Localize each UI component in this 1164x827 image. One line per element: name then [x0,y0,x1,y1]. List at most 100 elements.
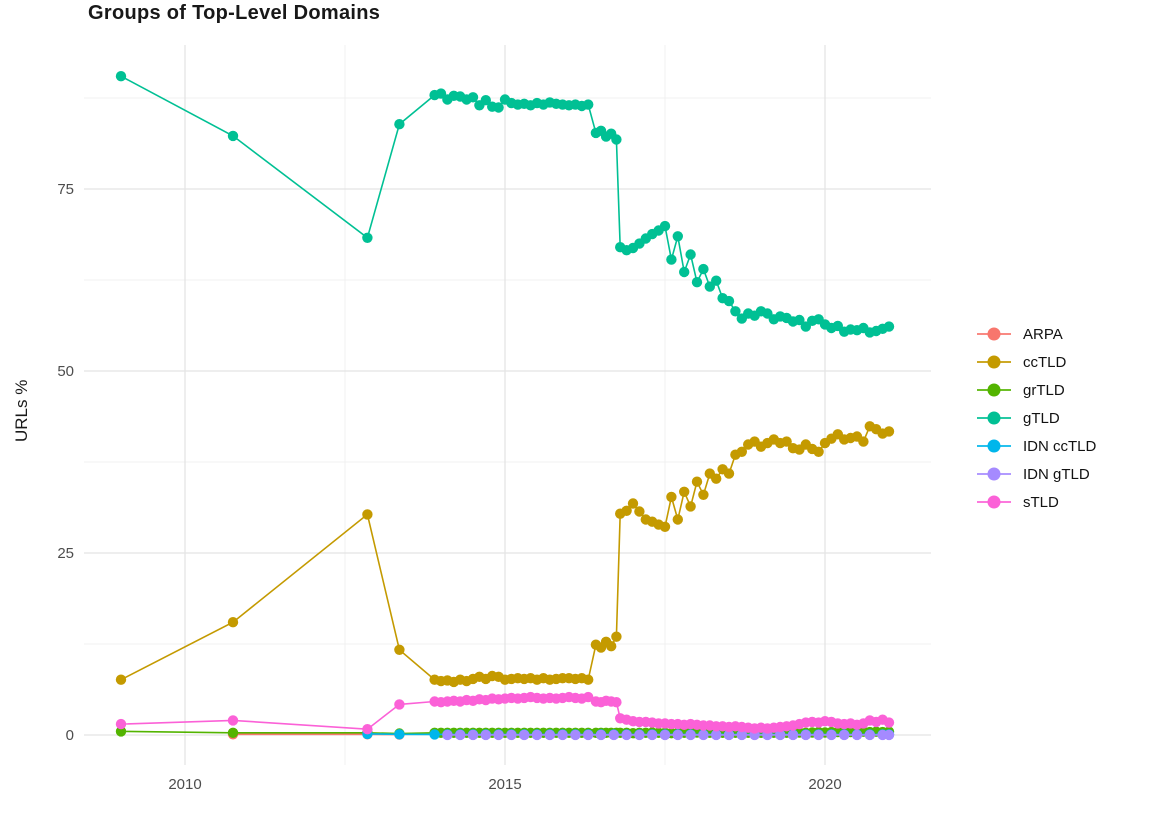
data-point [679,486,690,497]
legend-key [977,411,1011,425]
data-point [493,729,504,741]
chart-title: Groups of Top-Level Domains [88,2,381,24]
data-point [115,674,127,685]
data-point [634,729,645,741]
data-point [611,631,622,642]
legend-item-grtld: grTLD [977,376,1096,404]
legend-key [977,327,1011,341]
data-point [883,321,895,332]
data-point [531,729,543,741]
data-point [394,729,405,740]
data-point [698,729,709,741]
data-point [711,275,722,286]
data-point [794,314,805,326]
y-tick-label: 75 [57,181,74,198]
data-point [698,489,709,500]
legend-item-label: IDN gTLD [1023,465,1090,483]
data-point [787,729,799,741]
data-point [227,727,239,738]
legend-item-idn-cctld: IDN ccTLD [977,432,1096,460]
data-point [115,726,127,737]
data-point [736,446,747,457]
data-point [813,729,824,741]
legend-item-gtld: gTLD [977,404,1096,432]
data-point [711,473,722,484]
data-point [362,724,373,735]
data-point [595,729,607,741]
series-gtld [115,71,895,338]
data-point [506,729,517,741]
x-tick-label: 2010 [168,776,201,793]
data-point [544,729,555,741]
data-point [666,491,677,503]
data-point [685,249,696,260]
data-point [851,729,863,741]
legend-key-dot [987,495,1001,509]
data-point [685,729,696,741]
data-point [659,729,671,741]
data-point [227,617,239,628]
y-tick-label: 50 [57,363,74,380]
data-point [666,254,677,265]
gridlines-major [84,45,931,765]
legend-item-label: IDN ccTLD [1023,437,1097,455]
data-point [627,498,639,509]
data-point [608,729,619,741]
data-point [723,295,735,307]
legend: ARPA ccTLD grTLD gTLD [977,320,1096,516]
data-point [634,506,645,517]
data-point [711,729,722,741]
y-axis-labels: 0 25 50 75 [57,181,74,744]
data-point [480,95,491,106]
legend-key-dot [987,411,1001,425]
data-point [679,266,690,278]
legend-item-label: ARPA [1023,325,1063,343]
data-point [775,729,786,741]
data-point [659,521,671,532]
legend-item-stld: sTLD [977,488,1096,516]
data-point [672,514,683,525]
data-point [723,468,735,479]
data-point [362,232,373,243]
legend-item-label: ccTLD [1023,353,1067,371]
data-point [227,715,239,726]
series-cctld [115,421,895,688]
data-point [621,505,632,516]
series-stld [115,691,895,735]
data-point [826,729,837,741]
data-point [883,426,895,437]
data-point [467,92,479,103]
data-point [519,729,530,741]
data-point [611,134,622,145]
legend-key-dot [987,355,1001,369]
data-point [227,130,239,142]
legend-item-label: gTLD [1023,409,1060,427]
data-point [781,436,792,447]
legend-key-dot [987,467,1001,481]
data-point [723,729,735,741]
data-point [672,231,683,242]
legend-item-label: grTLD [1023,381,1065,399]
data-point [691,476,703,487]
series-idn-gtld [442,729,895,741]
data-point [621,729,632,741]
legend-key [977,355,1011,369]
data-point [429,729,440,740]
data-point [672,729,683,741]
x-axis-labels: 2010 2015 2020 [168,776,841,793]
legend-key [977,383,1011,397]
data-point [583,729,594,741]
data-point [394,119,405,130]
data-point [115,71,127,82]
data-point [685,501,696,512]
data-point [493,102,504,113]
data-point [647,729,658,741]
gridlines-minor [84,45,931,765]
legend-item-idn-gtld: IDN gTLD [977,460,1096,488]
data-point [730,306,741,317]
data-point [606,641,617,652]
y-tick-label: 25 [57,545,74,562]
data-point [813,446,824,457]
legend-key-dot [987,439,1001,453]
